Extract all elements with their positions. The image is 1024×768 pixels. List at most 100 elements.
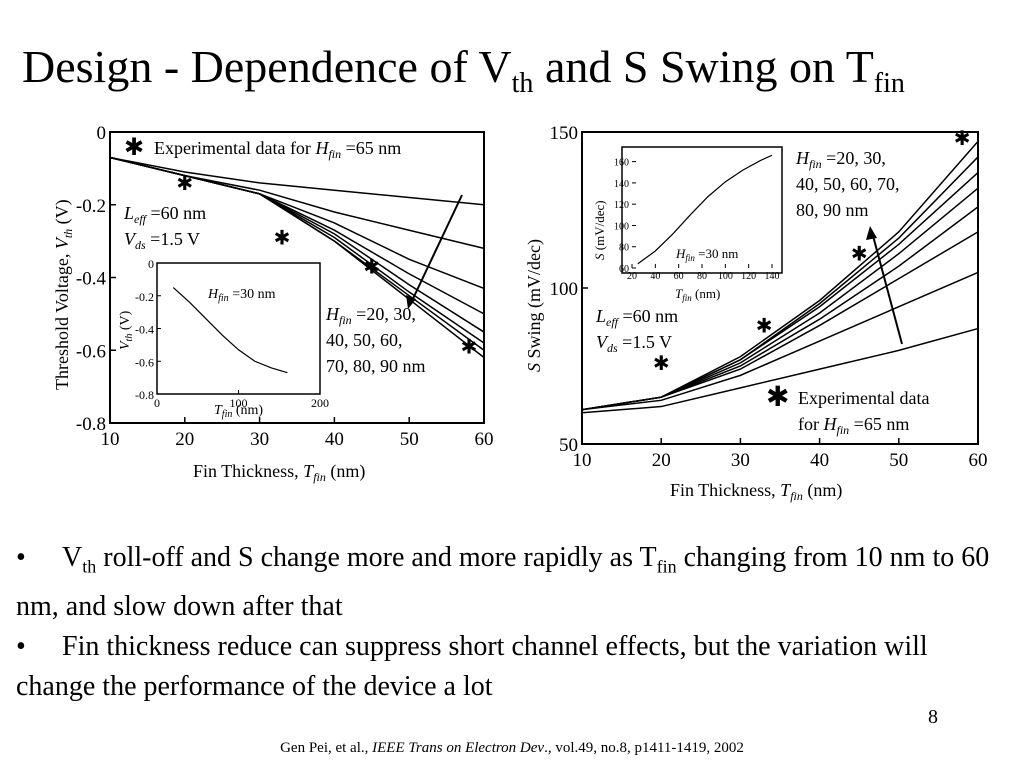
vth-series-2 xyxy=(109,156,485,250)
s-inset-x-tick-label: 40 xyxy=(650,271,660,282)
s-inset-x-tick-label: 60 xyxy=(674,271,684,282)
vth-series-7 xyxy=(109,156,485,351)
s-hfin-label: Hfin =20, 30, xyxy=(795,148,886,171)
vth-inset-y-tick-label: -0.4 xyxy=(135,323,154,337)
vth-experimental-point: ✱ xyxy=(176,173,193,195)
s-y-tick-label: 100 xyxy=(550,279,579,300)
vth-experimental-point: ✱ xyxy=(363,257,380,279)
vth-y-tick-label: -0.4 xyxy=(76,269,107,290)
slide-title: Design - Dependence of Vth and S Swing o… xyxy=(22,41,905,100)
vth-x-tick-label: 30 xyxy=(250,429,269,450)
s-inset-y-tick-label: 120 xyxy=(614,200,629,211)
s-series-5 xyxy=(581,187,979,411)
s-x-tick-label: 40 xyxy=(810,450,829,471)
vth-series-6 xyxy=(109,156,485,344)
vth-inset-x-tick-label: 200 xyxy=(311,396,329,410)
s-inset-frame xyxy=(621,146,783,274)
bullet-list: • Vth roll-off and S change more and more… xyxy=(16,538,1006,707)
vth-y-tick-label: -0.8 xyxy=(76,414,106,435)
vth-leff-label: Leff =60 nm xyxy=(123,203,206,226)
vth-y-tick-label: -0.2 xyxy=(76,196,106,217)
s-plot-frame xyxy=(581,131,979,445)
vth-experimental-point: ✱ xyxy=(274,227,291,249)
s-series-6 xyxy=(581,172,979,411)
s-inset-x-label: Tfin (nm) xyxy=(675,286,720,303)
s-trend-arrow xyxy=(871,231,903,345)
s-hfin-line2: 40, 50, 60, 70, xyxy=(796,174,900,194)
vth-inset-y-tick-label: -0.8 xyxy=(135,388,154,402)
vth-hfin-label: Hfin =20, 30, xyxy=(325,304,416,327)
s-series-2 xyxy=(581,271,979,411)
vth-y-axis-label: Threshold Voltage, Vth (V) xyxy=(52,199,75,390)
vth-x-tick-label: 20 xyxy=(175,429,194,450)
s-inset-x-tick-label: 100 xyxy=(718,271,733,282)
s-y-tick-label: 150 xyxy=(550,123,579,144)
s-x-tick-label: 60 xyxy=(969,450,988,471)
s-inset-y-tick-label: 140 xyxy=(614,179,629,190)
s-legend-line2: for Hfin =65 nm xyxy=(798,414,909,437)
s-hfin-line3: 80, 90 nm xyxy=(796,200,869,220)
s-inset-x-tick-label: 20 xyxy=(627,271,637,282)
s-x-tick-label: 50 xyxy=(889,450,908,471)
vth-inset-curve xyxy=(172,287,288,374)
s-series-3 xyxy=(581,231,979,411)
vth-series-3 xyxy=(109,156,485,290)
vth-inset-x-tick-label: 100 xyxy=(230,396,248,410)
bullet-glyph: • xyxy=(16,542,26,573)
vth-inset-x-label: Tfin (nm) xyxy=(214,403,263,420)
vth-hfin-line3: 70, 80, 90 nm xyxy=(326,356,426,376)
vth-inset-frame xyxy=(156,262,321,395)
vth-inset-label: Hfin =30 nm xyxy=(207,287,276,304)
vth-x-tick-label: 60 xyxy=(475,429,494,450)
s-x-tick-label: 10 xyxy=(573,450,592,471)
vth-series-1 xyxy=(109,156,485,206)
vth-plot-frame xyxy=(109,131,485,424)
vth-legend-marker: ✱ xyxy=(124,135,144,161)
vth-series-8 xyxy=(109,156,485,359)
s-x-axis-label: Fin Thickness, Tfin (nm) xyxy=(670,480,842,503)
vth-inset-x-tick-label: 0 xyxy=(154,396,160,410)
vth-y-tick-label: 0 xyxy=(97,123,107,144)
s-inset-y-label: S (mV/dec) xyxy=(592,200,607,260)
s-experimental-point: ✱ xyxy=(954,128,971,150)
vth-inset-y-tick-label: -0.6 xyxy=(135,355,154,369)
vth-y-tick-label: -0.6 xyxy=(76,341,106,362)
vth-inset-y-tick-label: -0.2 xyxy=(135,290,154,304)
s-series-8 xyxy=(581,140,979,411)
s-series-1 xyxy=(581,327,979,414)
vth-vds-label: Vds =1.5 V xyxy=(124,229,200,252)
s-experimental-point: ✱ xyxy=(756,315,773,337)
s-inset-y-tick-label: 160 xyxy=(614,158,629,169)
vth-x-tick-label: 50 xyxy=(400,429,419,450)
s-legend-line1: Experimental data xyxy=(798,388,929,408)
citation: Gen Pei, et al., IEEE Trans on Electron … xyxy=(280,740,744,756)
s-series-4 xyxy=(581,206,979,411)
vth-hfin-line2: 40, 50, 60, xyxy=(326,330,403,350)
s-series-7 xyxy=(581,156,979,411)
s-y-axis-label: S Swing (mV/dec) xyxy=(524,239,545,372)
page-number: 8 xyxy=(928,706,938,728)
s-inset-y-tick-label: 60 xyxy=(619,264,629,275)
s-inset-x-tick-label: 120 xyxy=(741,271,756,282)
s-x-tick-label: 30 xyxy=(731,450,750,471)
bullet-item-1: • Vth roll-off and S change more and more… xyxy=(16,538,1006,627)
vth-inset-y-label: Vth (V) xyxy=(118,310,135,350)
vth-trend-arrow xyxy=(409,194,463,306)
vth-series-5 xyxy=(109,156,485,333)
vth-x-tick-label: 40 xyxy=(325,429,344,450)
s-trend-arrowhead xyxy=(866,226,877,240)
bullet-glyph: • xyxy=(16,630,26,662)
vth-experimental-point: ✱ xyxy=(461,337,478,359)
s-leff-label: Leff =60 nm xyxy=(595,306,678,329)
s-y-tick-label: 50 xyxy=(559,435,578,456)
vth-x-axis-label: Fin Thickness, Tfin (nm) xyxy=(193,461,365,484)
s-experimental-point: ✱ xyxy=(851,244,868,266)
vth-trend-arrowhead xyxy=(406,295,416,309)
s-experimental-point: ✱ xyxy=(653,353,670,375)
s-inset-y-tick-label: 80 xyxy=(619,243,629,254)
s-inset-curve xyxy=(637,154,773,265)
vth-series-4 xyxy=(109,156,485,315)
vth-legend-text: Experimental data for Hfin =65 nm xyxy=(154,138,401,161)
bullet-item-2: • Fin thickness reduce can suppress short… xyxy=(16,627,1006,707)
s-inset-label: Hfin =30 nm xyxy=(675,246,738,263)
